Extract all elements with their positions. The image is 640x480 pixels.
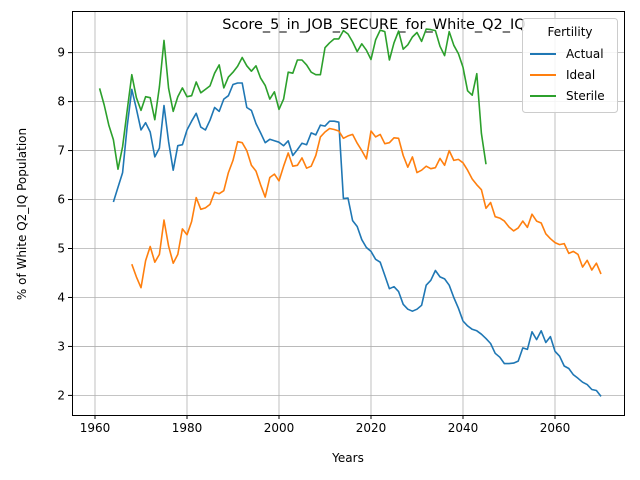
x-tick-label: 2020 (356, 421, 387, 435)
series-line-actual (112, 82, 602, 397)
axis-ticks: 1960 1980 2000 2020 2040 2060 2 3 4 5 6 7 8 9 (57, 46, 570, 435)
series-line-sterile (98, 28, 487, 170)
series-line-ideal (131, 127, 602, 289)
x-axis-label: Years (331, 451, 364, 465)
y-tick-label: 7 (57, 144, 65, 158)
series-group (98, 28, 602, 397)
x-tick-label: 1980 (172, 421, 203, 435)
plot-frame (72, 11, 625, 416)
legend-label-actual: Actual (566, 47, 604, 61)
y-tick-label: 5 (57, 242, 65, 256)
x-tick-label: 1960 (80, 421, 111, 435)
legend-title: Fertility (547, 25, 592, 39)
y-tick-label: 9 (57, 46, 65, 60)
legend: Fertility Actual Ideal Sterile (522, 18, 618, 113)
chart-title: Score_5_in_JOB_SECURE_for_White_Q2_IQ (222, 17, 525, 33)
x-tick-label: 2060 (540, 421, 571, 435)
legend-label-sterile: Sterile (566, 89, 605, 103)
x-tick-label: 2040 (448, 421, 479, 435)
y-tick-label: 6 (57, 193, 65, 207)
y-axis-label: % of White Q2_IQ Population (15, 128, 29, 300)
y-tick-label: 4 (57, 290, 65, 304)
legend-label-ideal: Ideal (566, 68, 595, 82)
y-tick-label: 3 (57, 339, 65, 353)
y-tick-label: 8 (57, 95, 65, 109)
y-tick-label: 2 (57, 388, 65, 402)
x-tick-label: 2000 (264, 421, 295, 435)
legend-box (522, 18, 618, 113)
